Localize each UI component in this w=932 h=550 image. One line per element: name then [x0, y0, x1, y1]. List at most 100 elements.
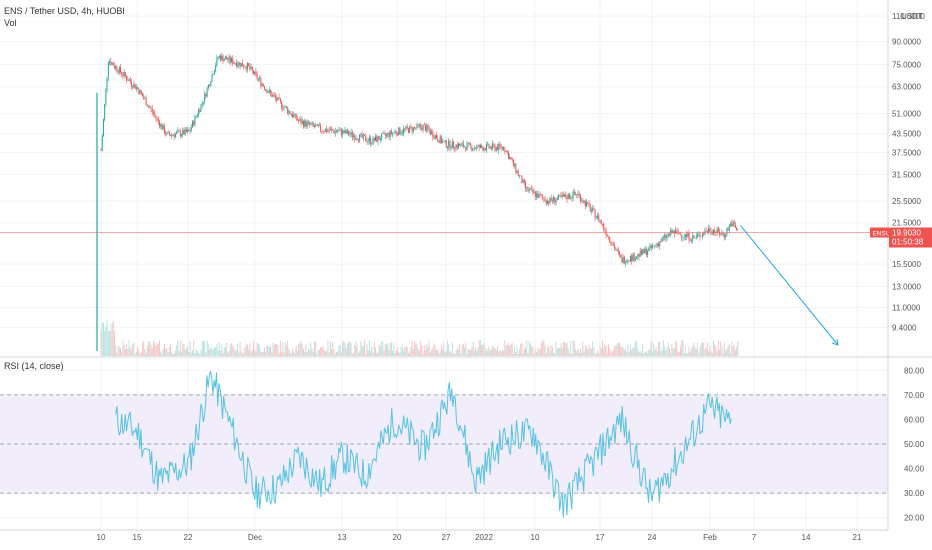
volume-bar: [192, 350, 193, 356]
candle-body: [273, 95, 275, 96]
candle-body: [701, 233, 703, 237]
candle-body: [267, 92, 269, 94]
price-axis[interactable]: 110.0000 90.0000 75.0000 63.0000 51.0000 43.5…: [892, 12, 925, 332]
volume-bar: [272, 342, 274, 356]
candle-body: [719, 231, 721, 235]
candle-body: [454, 147, 456, 149]
rsi-tick-label: 80.00: [904, 366, 925, 375]
volume-bar: [659, 341, 661, 356]
candle-body: [150, 107, 152, 109]
volume-bar: [579, 348, 581, 356]
candle-body: [206, 88, 208, 97]
candle-body: [135, 87, 137, 89]
candle-body: [712, 230, 714, 234]
volume-bar: [611, 352, 613, 356]
time-tick-label: 24: [648, 533, 657, 542]
candle-body: [700, 236, 702, 238]
volume-bar: [565, 343, 567, 356]
time-tick-label: Dec: [248, 533, 262, 542]
candle-body: [481, 145, 483, 148]
volume-bar: [222, 353, 224, 356]
volume-bar: [451, 342, 453, 356]
volume-bar: [688, 346, 690, 356]
candle-body: [476, 146, 478, 149]
candle-body: [694, 237, 696, 239]
candle-body: [412, 127, 414, 132]
candle-body: [152, 112, 154, 114]
volume-bar: [377, 351, 379, 356]
volume-bar: [251, 349, 253, 356]
price-tick-label: 21.5000: [892, 219, 921, 228]
candle-body: [162, 125, 164, 130]
candle-body: [525, 182, 527, 189]
candle-body: [706, 231, 708, 233]
volume-bar: [239, 341, 241, 356]
volume-bar: [259, 345, 261, 356]
volume-bar: [367, 350, 369, 356]
volume-bar: [276, 344, 278, 356]
forecast-arrow[interactable]: [740, 225, 839, 346]
volume-bar: [388, 350, 390, 356]
volume-bar: [150, 344, 152, 356]
volume-bar: [399, 353, 401, 356]
volume-bar: [712, 340, 714, 356]
volume-bar: [346, 343, 348, 356]
price-tick-label: 63.0000: [892, 83, 921, 92]
volume-bar: [509, 345, 511, 356]
candle-body: [550, 197, 552, 201]
volume-bar: [692, 346, 694, 356]
candle-body: [132, 85, 134, 88]
volume-bar: [232, 345, 234, 356]
volume-bar: [628, 351, 630, 356]
rsi-axis[interactable]: 80.00 70.00 60.00 50.00 40.00 30.00 20.00: [904, 366, 925, 522]
volume-bar: [493, 347, 495, 356]
volume-bar: [213, 348, 215, 356]
volume-label[interactable]: Vol: [4, 18, 17, 28]
volume-bar: [350, 343, 352, 356]
volume-bar: [178, 351, 180, 356]
volume-bar: [117, 344, 119, 356]
candle-body: [112, 62, 114, 66]
rsi-label[interactable]: RSI (14, close): [4, 361, 64, 371]
volume-bar: [454, 353, 456, 356]
volume-bar: [329, 341, 331, 356]
volume-bar: [384, 344, 386, 356]
volume-bar: [575, 349, 577, 356]
candle-body: [590, 210, 592, 212]
symbol-title[interactable]: ENS / Tether USD, 4h, HUOBI: [4, 6, 125, 16]
candle-body: [523, 180, 525, 183]
volume-bar: [531, 346, 533, 356]
candle-body: [339, 129, 341, 131]
candle-body: [221, 55, 223, 61]
candle-body: [459, 143, 461, 146]
volume-bar: [102, 323, 104, 356]
time-axis[interactable]: 10 15 22 Dec 13 20 27 2022 10 17 24 Feb 7 14 21: [97, 533, 862, 542]
volume-bar: [190, 352, 192, 356]
candle-body: [124, 72, 126, 77]
volume-bar: [268, 346, 270, 356]
volume-bar: [622, 347, 624, 356]
candle-body: [401, 132, 403, 134]
candle-body: [478, 145, 480, 148]
candle-body: [122, 74, 124, 76]
volume-bar: [273, 344, 275, 356]
candle-body: [610, 241, 612, 245]
volume-bar: [295, 345, 297, 356]
candle-body: [383, 133, 385, 134]
volume-bar: [734, 349, 736, 356]
arrow-shaft: [740, 225, 839, 346]
volume-bar: [206, 340, 208, 356]
candle-body: [595, 217, 597, 219]
volume-bar: [567, 348, 569, 356]
volume-bar: [706, 342, 708, 356]
volume-bar: [242, 353, 244, 356]
candle-body: [661, 237, 663, 242]
volume-bar: [639, 351, 641, 356]
candle-body: [410, 126, 412, 127]
volume-bar: [120, 347, 122, 356]
candle-body: [177, 130, 179, 132]
candle-body: [466, 143, 468, 151]
candle-body: [222, 55, 224, 62]
candle-body: [734, 225, 736, 228]
